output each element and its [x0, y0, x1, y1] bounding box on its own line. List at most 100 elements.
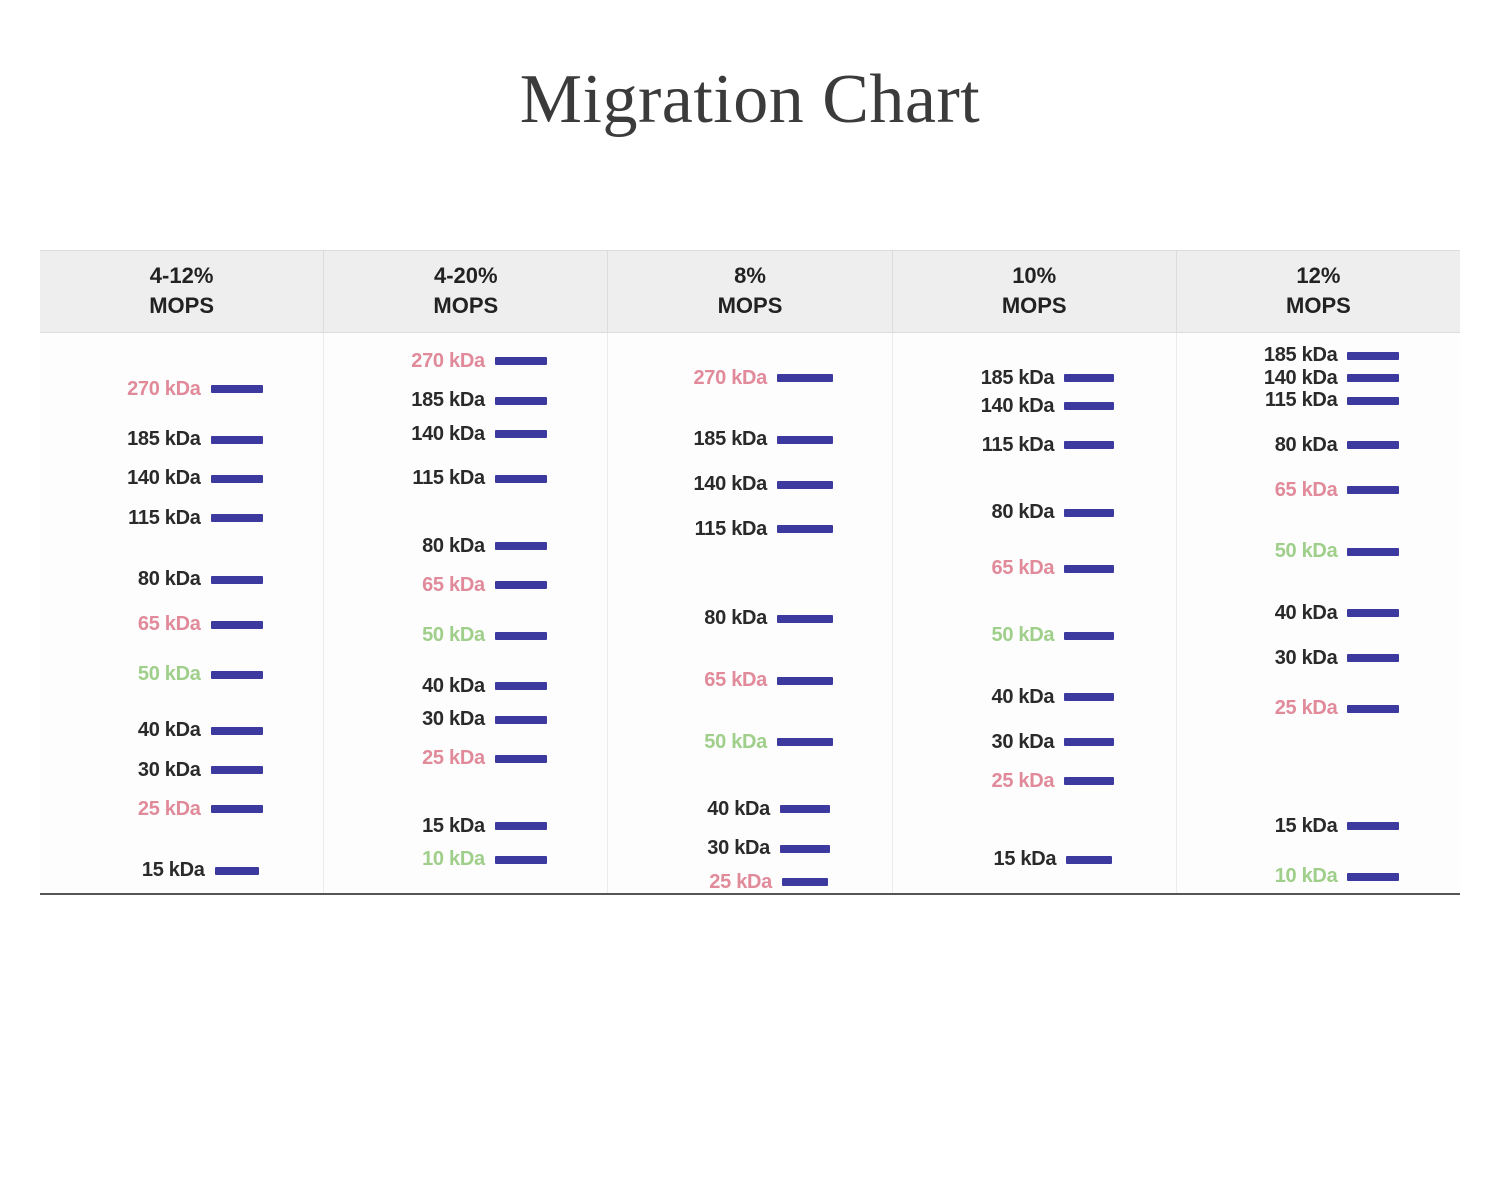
protein-band: 30 kDa	[1177, 645, 1460, 671]
band-bar	[1064, 738, 1114, 746]
band-label: 80 kDa	[667, 607, 777, 630]
band-label: 115 kDa	[101, 507, 211, 530]
band-bar	[1347, 397, 1399, 405]
band-label: 185 kDa	[101, 428, 211, 451]
band-bar	[211, 385, 263, 393]
protein-band: 140 kDa	[608, 472, 891, 498]
column-header: 8%MOPS	[608, 251, 892, 332]
band-bar	[1064, 402, 1114, 410]
protein-band: 270 kDa	[324, 348, 607, 374]
band-bar	[495, 755, 547, 763]
band-bar	[1064, 374, 1114, 382]
band-bar	[1347, 548, 1399, 556]
band-bar	[211, 576, 263, 584]
band-bar	[1347, 873, 1399, 881]
protein-band: 50 kDa	[893, 623, 1176, 649]
band-bar	[495, 856, 547, 864]
protein-band: 10 kDa	[1177, 864, 1460, 890]
band-bar	[777, 677, 833, 685]
band-bar	[1064, 441, 1114, 449]
band-bar	[495, 397, 547, 405]
column-header: 4-20%MOPS	[324, 251, 608, 332]
band-label: 65 kDa	[385, 574, 495, 597]
band-bar	[777, 436, 833, 444]
protein-band: 25 kDa	[1177, 696, 1460, 722]
migration-chart: 4-12%MOPS4-20%MOPS8%MOPS10%MOPS12%MOPS 2…	[40, 250, 1460, 895]
band-bar	[211, 766, 263, 774]
protein-band: 80 kDa	[324, 533, 607, 559]
protein-band: 15 kDa	[893, 847, 1176, 873]
band-label: 50 kDa	[667, 731, 777, 754]
header-percent: 10%	[897, 261, 1172, 291]
band-label: 50 kDa	[101, 663, 211, 686]
band-bar	[495, 430, 547, 438]
band-bar	[211, 436, 263, 444]
band-bar	[1347, 822, 1399, 830]
band-label: 65 kDa	[954, 557, 1064, 580]
protein-band: 10 kDa	[324, 847, 607, 873]
protein-band: 65 kDa	[893, 556, 1176, 582]
band-label: 25 kDa	[385, 747, 495, 770]
protein-band: 185 kDa	[40, 427, 323, 453]
protein-band: 65 kDa	[324, 572, 607, 598]
band-label: 140 kDa	[1237, 367, 1347, 390]
header-buffer: MOPS	[612, 291, 887, 321]
band-bar	[1064, 777, 1114, 785]
band-bar	[777, 481, 833, 489]
column-header: 4-12%MOPS	[40, 251, 324, 332]
band-bar	[495, 581, 547, 589]
protein-band: 185 kDa	[608, 427, 891, 453]
protein-band: 15 kDa	[40, 858, 323, 884]
band-bar	[1347, 654, 1399, 662]
band-bar	[1347, 352, 1399, 360]
protein-band: 50 kDa	[608, 729, 891, 755]
band-label: 270 kDa	[385, 350, 495, 373]
band-label: 50 kDa	[385, 624, 495, 647]
column-header: 12%MOPS	[1177, 251, 1460, 332]
header-percent: 4-20%	[328, 261, 603, 291]
band-label: 30 kDa	[954, 731, 1064, 754]
band-label: 140 kDa	[954, 395, 1064, 418]
band-label: 25 kDa	[101, 798, 211, 821]
band-bar	[1064, 509, 1114, 517]
protein-band: 40 kDa	[608, 796, 891, 822]
band-label: 140 kDa	[667, 473, 777, 496]
protein-band: 115 kDa	[324, 466, 607, 492]
band-label: 30 kDa	[385, 708, 495, 731]
band-bar	[780, 845, 830, 853]
header-row: 4-12%MOPS4-20%MOPS8%MOPS10%MOPS12%MOPS	[40, 250, 1460, 333]
protein-band: 115 kDa	[1177, 388, 1460, 414]
page-title: Migration Chart	[0, 60, 1500, 140]
protein-band: 25 kDa	[324, 746, 607, 772]
band-label: 15 kDa	[385, 815, 495, 838]
protein-band: 30 kDa	[608, 836, 891, 862]
protein-band: 270 kDa	[608, 365, 891, 391]
band-bar	[1347, 374, 1399, 382]
band-label: 65 kDa	[1237, 479, 1347, 502]
band-bar	[777, 374, 833, 382]
band-bar	[777, 525, 833, 533]
protein-band: 15 kDa	[1177, 813, 1460, 839]
band-label: 140 kDa	[385, 423, 495, 446]
band-label: 10 kDa	[385, 848, 495, 871]
header-buffer: MOPS	[897, 291, 1172, 321]
protein-band: 50 kDa	[40, 662, 323, 688]
band-bar	[495, 542, 547, 550]
band-bar	[780, 805, 830, 813]
band-label: 40 kDa	[101, 719, 211, 742]
protein-band: 115 kDa	[893, 432, 1176, 458]
protein-band: 40 kDa	[1177, 600, 1460, 626]
protein-band: 140 kDa	[893, 393, 1176, 419]
protein-band: 40 kDa	[40, 718, 323, 744]
band-label: 15 kDa	[105, 859, 215, 882]
protein-band: 80 kDa	[893, 500, 1176, 526]
protein-band: 115 kDa	[40, 505, 323, 531]
band-label: 185 kDa	[1237, 344, 1347, 367]
band-label: 185 kDa	[954, 367, 1064, 390]
band-label: 40 kDa	[385, 675, 495, 698]
protein-band: 185 kDa	[893, 365, 1176, 391]
band-label: 25 kDa	[954, 770, 1064, 793]
band-label: 80 kDa	[385, 535, 495, 558]
band-label: 10 kDa	[1237, 865, 1347, 888]
band-label: 115 kDa	[385, 467, 495, 490]
